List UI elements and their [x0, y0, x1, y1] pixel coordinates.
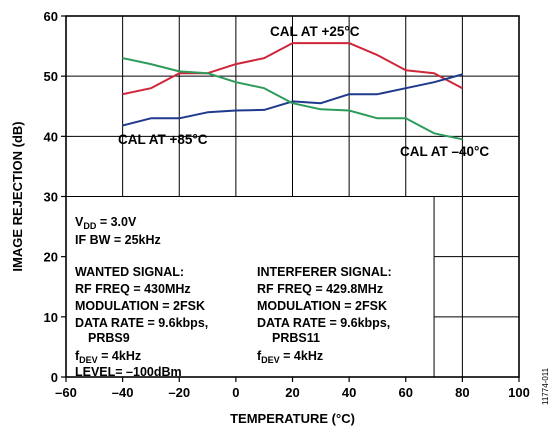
wanted-modulation: MODULATION = 2FSK — [75, 299, 205, 313]
grid — [61, 15, 520, 382]
y-tick-label: 10 — [44, 310, 58, 325]
interferer-modulation: MODULATION = 2FSK — [257, 299, 387, 313]
wanted-level: LEVEL= –100dBm — [75, 365, 182, 379]
x-axis-label: TEMPERATURE (°C) — [230, 411, 355, 426]
x-tick-label: –20 — [168, 385, 190, 400]
annotation-cal-25: CAL AT +25°C — [270, 24, 360, 39]
x-tick-label: 100 — [508, 385, 530, 400]
y-tick-label: 40 — [44, 129, 58, 144]
data-lines — [122, 42, 463, 141]
interferer-heading: INTERFERER SIGNAL: — [257, 265, 392, 279]
vdd-condition: VDD = 3.0V — [75, 215, 137, 231]
y-tick-label: 20 — [44, 250, 58, 265]
wanted-data-rate: DATA RATE = 9.6kbps, — [75, 316, 208, 330]
x-tick-label: 80 — [455, 385, 469, 400]
x-tick-label: –60 — [55, 385, 77, 400]
series-line-2 — [122, 57, 463, 141]
series-line-1 — [122, 73, 463, 127]
interferer-prbs: PRBS11 — [272, 331, 320, 345]
if-bw-condition: IF BW = 25kHz — [75, 233, 161, 247]
x-tick-label: 20 — [285, 385, 299, 400]
y-axis-label: IMAGE REJECTION (dB) — [10, 121, 25, 271]
y-tick-label: 50 — [44, 69, 58, 84]
x-tick-label: 40 — [342, 385, 356, 400]
interferer-fdev: fDEV = 4kHz — [257, 349, 323, 365]
x-tick-label: 60 — [399, 385, 413, 400]
interferer-rf-freq: RF FREQ = 429.8MHz — [257, 282, 383, 296]
y-tick-label: 60 — [44, 9, 58, 24]
wanted-rf-freq: RF FREQ = 430MHz — [75, 282, 191, 296]
tick-labels: –60 –40 –20 0 20 40 60 80 100 0 10 20 30 40 50 60 — [44, 9, 530, 400]
wanted-prbs: PRBS9 — [88, 331, 130, 345]
annotation-cal-minus40: CAL AT –40°C — [400, 144, 489, 159]
x-tick-label: 0 — [232, 385, 239, 400]
test-conditions: VDD = 3.0V IF BW = 25kHz WANTED SIGNAL: … — [75, 215, 392, 379]
y-tick-label: 30 — [44, 190, 58, 205]
figure-id: 11774-011 — [541, 367, 550, 405]
series-line-0 — [122, 42, 463, 96]
wanted-heading: WANTED SIGNAL: — [75, 265, 184, 279]
interferer-data-rate: DATA RATE = 9.6kbps, — [257, 316, 390, 330]
x-tick-label: –40 — [112, 385, 134, 400]
y-tick-label: 0 — [51, 370, 58, 385]
wanted-fdev: fDEV = 4kHz — [75, 349, 141, 365]
annotation-cal-85: CAL AT +85°C — [118, 132, 208, 147]
